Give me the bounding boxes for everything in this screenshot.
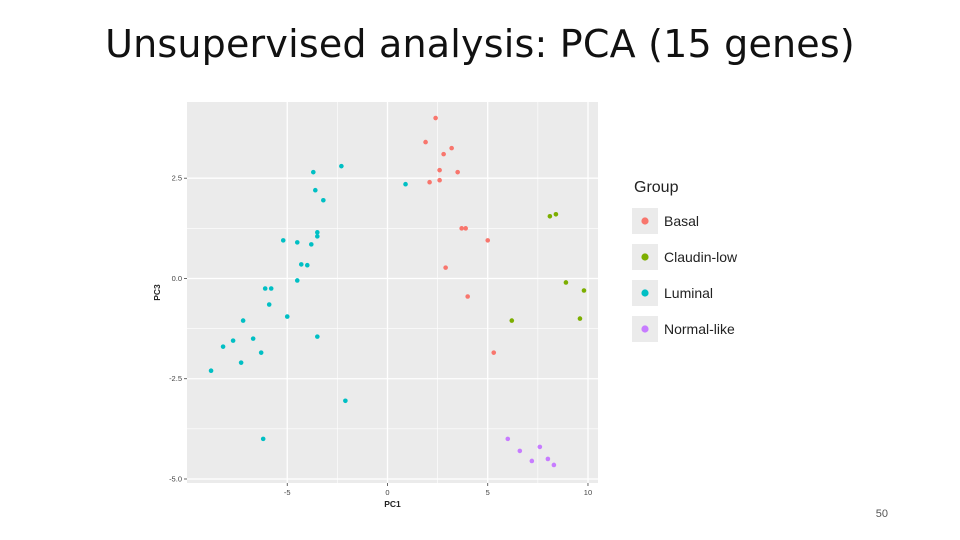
data-point-luminal (315, 234, 320, 239)
data-point-claudin-low (547, 214, 553, 219)
data-point-basal (441, 151, 446, 157)
data-point-luminal (208, 368, 214, 374)
data-point-normal-like (505, 436, 511, 442)
data-point-luminal (268, 286, 274, 291)
data-point-normal-like (545, 456, 551, 462)
data-point-luminal (294, 278, 300, 283)
legend-label: Basal (664, 213, 699, 229)
x-tick-label: -5 (284, 488, 291, 497)
y-tick-label: 2.5 (172, 174, 182, 183)
data-point-luminal (403, 181, 408, 187)
data-point-basal (437, 177, 442, 183)
legend-entries: Basal Claudin-low Luminal Normal-like (632, 208, 738, 342)
data-point-luminal (309, 242, 314, 247)
y-tick-label: -5.0 (169, 474, 182, 483)
plot-panel (187, 102, 598, 483)
data-point-basal (491, 350, 497, 355)
legend-item-claudin-low: Claudin-low (632, 244, 738, 270)
data-point-basal (437, 167, 442, 173)
data-point-basal (455, 169, 460, 175)
legend-label: Luminal (664, 285, 713, 301)
data-point-basal (465, 294, 470, 299)
y-axis-label: PC3 (152, 284, 162, 301)
data-point-luminal (238, 360, 244, 365)
data-point-basal (485, 238, 491, 243)
x-tick-label: 0 (385, 488, 389, 497)
data-point-luminal (298, 262, 304, 267)
grid-lines (187, 102, 598, 483)
data-point-normal-like (517, 448, 523, 454)
data-point-normal-like (551, 462, 557, 468)
data-point-basal (449, 145, 454, 151)
data-point-luminal (230, 338, 236, 343)
axes: -5 0 5 10 -5.0 -2.5 0.0 2.5 PC1 PC3 (152, 174, 592, 509)
data-point-claudin-low (563, 280, 569, 285)
data-point-luminal (280, 238, 286, 243)
legend-key-dot (641, 217, 649, 225)
data-point-luminal (343, 398, 348, 404)
data-point-luminal (250, 336, 256, 341)
data-point-luminal (258, 350, 264, 355)
data-point-claudin-low (581, 288, 587, 293)
data-point-luminal (294, 240, 300, 245)
data-point-basal (459, 226, 464, 231)
legend-title: Group (634, 179, 679, 196)
data-point-luminal (311, 169, 316, 175)
data-points (208, 115, 587, 468)
data-point-luminal (315, 230, 320, 235)
y-tick-label: 0.0 (172, 274, 182, 283)
data-point-luminal (266, 302, 272, 307)
data-point-basal (443, 265, 448, 270)
data-point-luminal (260, 436, 266, 442)
legend-item-normal-like: Normal-like (632, 316, 735, 342)
data-point-luminal (240, 318, 246, 323)
legend-item-basal: Basal (632, 208, 699, 234)
data-point-claudin-low (553, 211, 559, 217)
legend-item-luminal: Luminal (632, 280, 713, 306)
data-point-luminal (220, 344, 226, 349)
chart-svg: -5 0 5 10 -5.0 -2.5 0.0 2.5 PC1 PC3 (152, 102, 598, 509)
data-point-luminal (339, 163, 344, 169)
data-point-normal-like (529, 458, 535, 464)
data-point-basal (463, 226, 468, 231)
legend-key-dot (641, 325, 649, 333)
legend-key-dot (641, 253, 649, 261)
data-point-luminal (313, 187, 318, 193)
slide-title: Unsupervised analysis: PCA (15 genes) (105, 22, 855, 66)
data-point-claudin-low (577, 316, 583, 321)
data-point-luminal (304, 262, 310, 268)
y-tick-label: -2.5 (169, 374, 182, 383)
data-point-luminal (262, 286, 268, 291)
x-tick-label: 10 (584, 488, 592, 497)
x-axis-label: PC1 (384, 499, 401, 509)
data-point-normal-like (537, 444, 543, 450)
legend: Group Basal Claudin-low Luminal Normal-like (632, 179, 738, 342)
pca-scatter-chart: -5 0 5 10 -5.0 -2.5 0.0 2.5 PC1 PC3 (150, 100, 610, 515)
data-point-basal (433, 115, 438, 121)
data-point-luminal (284, 314, 290, 319)
data-point-basal (423, 139, 428, 145)
data-point-claudin-low (509, 318, 515, 323)
data-point-luminal (321, 197, 326, 203)
legend-label: Normal-like (664, 321, 735, 337)
data-point-luminal (315, 334, 320, 339)
legend-label: Claudin-low (664, 249, 738, 265)
x-tick-label: 5 (486, 488, 490, 497)
legend-key-dot (641, 289, 649, 297)
page-number: 50 (875, 508, 888, 520)
data-point-basal (427, 179, 432, 185)
